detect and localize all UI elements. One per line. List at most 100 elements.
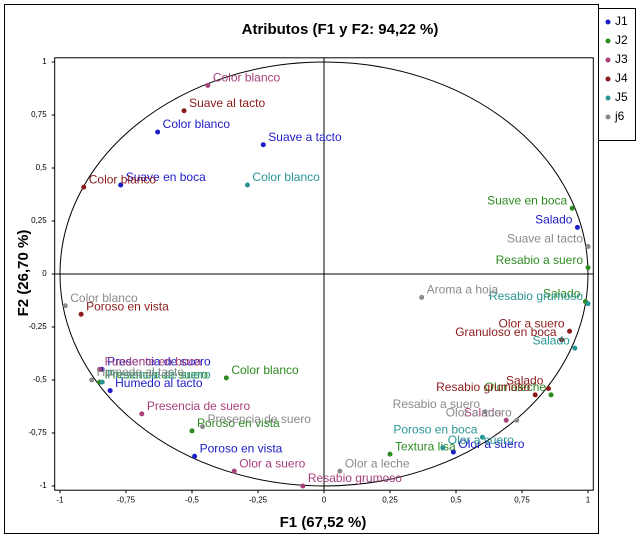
point-label: Aroma a hoja: [427, 282, 499, 296]
legend-label: j6: [614, 109, 625, 123]
point-label: Olor aleche: [485, 380, 547, 394]
y-axis-label: F2 (26,70 %): [15, 230, 32, 317]
point-label: Suave en boca: [126, 170, 206, 184]
point: [567, 328, 573, 334]
x-tick-label: -0,75: [117, 495, 136, 504]
point-label: Salado: [543, 287, 581, 301]
point-label: Olor a suero: [458, 437, 524, 451]
point-label: Presencia de suero: [107, 367, 211, 381]
point: [78, 311, 84, 317]
point-label: Suave al tacto: [189, 96, 265, 110]
point: [482, 409, 488, 415]
point-label: Olor a suero: [448, 433, 514, 447]
point-label: Salado: [535, 213, 573, 227]
point-label: Fundente en boca: [105, 355, 202, 369]
point: [192, 453, 198, 459]
point-label: Salado: [506, 374, 544, 388]
point-label: Poroso en vista: [197, 416, 280, 430]
point-label: Humedo al tacto: [97, 365, 185, 379]
point: [585, 301, 591, 307]
y-tick-label: 0,25: [31, 216, 47, 225]
point-label: Suave al tacto: [507, 232, 583, 246]
legend-marker: [605, 76, 611, 82]
point-label: Resabio a suero: [496, 253, 584, 267]
point: [419, 294, 425, 300]
x-tick-label: 0,75: [514, 495, 530, 504]
point: [139, 411, 145, 417]
legend-marker: [605, 57, 611, 63]
point: [200, 424, 206, 430]
point-label: Presencia de suero: [105, 367, 209, 381]
legend-marker: [605, 114, 611, 120]
point-label: Olor a leche: [345, 456, 410, 470]
point: [89, 377, 95, 383]
point-label: Poroso en boca: [393, 422, 477, 436]
point: [545, 385, 551, 391]
point-label: Suave en boca: [487, 193, 567, 207]
point-label: Humedo al tacto: [115, 376, 203, 390]
point: [574, 224, 580, 230]
chart-title: Atributos (F1 y F2: 94,22 %): [242, 21, 439, 38]
point: [260, 142, 266, 148]
x-tick-label: -0,5: [185, 495, 199, 504]
point: [337, 468, 343, 474]
point: [189, 428, 195, 434]
legend-label: J2: [615, 33, 628, 47]
point-label: Color blanco: [252, 170, 320, 184]
x-tick-label: 0,5: [450, 495, 462, 504]
point-label: Presencia de suero: [147, 399, 251, 413]
point-label: Resabio grumoso: [489, 289, 583, 303]
chart-frame: [4, 4, 599, 534]
point: [118, 182, 124, 188]
x-tick-label: -0,25: [249, 495, 268, 504]
point: [81, 184, 87, 190]
y-tick-label: 1: [42, 57, 47, 66]
point-label: Presencia de suero: [208, 412, 312, 426]
point-label: Color blanco: [163, 117, 231, 131]
point: [205, 82, 211, 88]
point-label: Color blanco: [213, 71, 281, 85]
point: [514, 417, 520, 423]
point-label: Color blanco: [70, 291, 138, 305]
point: [479, 434, 485, 440]
point-label: Olor a suero: [499, 316, 565, 330]
point: [231, 468, 237, 474]
x-tick-label: 0,25: [382, 495, 398, 504]
point: [548, 392, 554, 398]
y-tick-label: -1: [40, 481, 48, 490]
point: [387, 451, 393, 457]
point-label: Granuloso en boca: [455, 325, 557, 339]
point-label: Olor a suero: [446, 405, 512, 419]
point: [107, 388, 113, 394]
y-tick-label: -0,75: [28, 428, 47, 437]
y-tick-label: -0,25: [28, 322, 47, 331]
point-label: Presencia de suero: [107, 355, 211, 369]
point: [532, 392, 538, 398]
legend-marker: [605, 38, 611, 44]
point-label: Textura lisa: [395, 439, 456, 453]
point-label: Olor a suero: [239, 456, 305, 470]
point-label: Resabio a suero: [393, 397, 481, 411]
legend-marker: [605, 19, 611, 25]
point-label: Poroso en vista: [86, 299, 169, 313]
point: [181, 108, 187, 114]
point-label: Suave a tacto: [268, 130, 342, 144]
point: [585, 243, 591, 249]
point: [62, 303, 68, 309]
point: [559, 337, 565, 343]
y-tick-label: 0,5: [36, 163, 48, 172]
point-label: Resabio grumoso: [436, 380, 530, 394]
point-label: Color blanco: [89, 172, 157, 186]
point: [440, 445, 446, 451]
point: [223, 375, 229, 381]
point: [503, 417, 509, 423]
point-label: Resabio grumoso: [308, 471, 402, 485]
y-tick-label: 0,75: [31, 110, 47, 119]
point-label: Color blanco: [231, 363, 299, 377]
legend-label: J1: [615, 14, 628, 28]
point-label: Poroso en vista: [200, 441, 283, 455]
legend-label: J4: [615, 71, 628, 85]
point-label: Salado: [532, 333, 570, 347]
point: [572, 345, 578, 351]
